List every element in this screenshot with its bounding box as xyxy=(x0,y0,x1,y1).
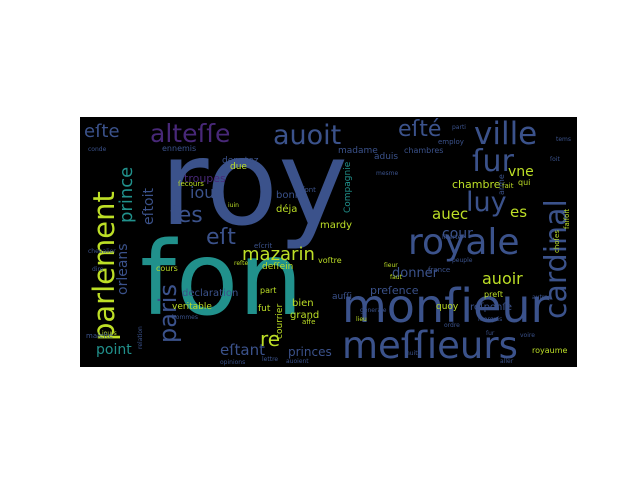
word: point xyxy=(96,342,132,358)
word: quoy xyxy=(436,302,459,312)
word: roy xyxy=(160,117,348,252)
word: iours xyxy=(102,330,117,337)
word: opinions xyxy=(220,359,246,366)
word: choſes xyxy=(553,230,561,253)
word: meſſieurs xyxy=(342,324,518,367)
word: voſtre xyxy=(318,256,342,265)
word: faiſoit xyxy=(563,208,571,229)
word: eſt xyxy=(206,225,236,250)
word: ville xyxy=(474,117,538,152)
word: part xyxy=(260,286,277,295)
word: prince xyxy=(116,166,137,223)
word: relation xyxy=(137,326,144,349)
word: mazarin xyxy=(242,244,315,265)
word: reſponſe xyxy=(470,302,513,313)
word: liberte xyxy=(442,234,462,241)
word: princes xyxy=(288,345,332,359)
word: auoit xyxy=(273,120,342,151)
word: ſont xyxy=(302,186,316,194)
word: lieu xyxy=(356,316,367,323)
word: preſt xyxy=(484,290,504,299)
word: mesme xyxy=(376,170,399,177)
word: eſcrit xyxy=(254,242,273,250)
word: eſte xyxy=(84,121,120,142)
word: france xyxy=(428,266,451,274)
word: re xyxy=(260,327,281,351)
word: tems xyxy=(556,136,572,143)
word: arme xyxy=(497,174,506,195)
word: alteſſe xyxy=(150,119,231,148)
word: declaration xyxy=(182,288,239,299)
word: employ xyxy=(438,138,464,146)
word: fut xyxy=(258,304,271,314)
word: nuit xyxy=(406,350,418,357)
word: faut xyxy=(390,274,402,281)
word: parti xyxy=(452,124,466,131)
word: déja xyxy=(276,204,298,215)
word: orleans xyxy=(115,243,131,295)
word: royaume xyxy=(532,346,568,355)
word: maieſté xyxy=(86,332,113,340)
word: cour xyxy=(442,226,473,242)
word: ſur xyxy=(486,330,495,337)
word: peuple xyxy=(452,257,473,264)
word: deſſein xyxy=(262,262,294,272)
word: cheualier xyxy=(88,248,116,255)
word: cours xyxy=(156,264,178,273)
word: fait xyxy=(502,182,514,190)
word: mardy xyxy=(320,220,353,231)
word: reſte xyxy=(234,260,249,267)
word: auoir xyxy=(482,269,523,288)
word: ſecours xyxy=(178,180,204,188)
word: hommes xyxy=(172,314,198,321)
word: iour xyxy=(190,183,221,202)
word: bien xyxy=(292,298,314,309)
word: courrier xyxy=(275,303,285,339)
word: dire xyxy=(92,266,104,273)
word: chambre xyxy=(452,178,501,191)
word: eſtant xyxy=(220,341,265,359)
word: chambres xyxy=(404,146,444,155)
word: marquis xyxy=(478,316,503,323)
word: preſence xyxy=(370,284,419,297)
word: autres xyxy=(532,294,551,301)
word: iuin xyxy=(228,202,239,209)
word: ordre xyxy=(444,322,460,329)
word: donner xyxy=(392,266,439,281)
word: affe xyxy=(302,318,316,326)
word: vne xyxy=(508,164,534,180)
word: es xyxy=(510,203,528,221)
word-cloud: roy fon monſieur meſſieurs royale ville … xyxy=(80,117,577,367)
word: ſes xyxy=(170,203,203,228)
word: fon xyxy=(140,220,303,339)
word: auec xyxy=(432,205,469,223)
word: conde xyxy=(88,146,107,153)
word: aller xyxy=(500,358,514,365)
word: eſtoit xyxy=(141,188,157,225)
word: monſieur xyxy=(342,279,550,333)
word: royale xyxy=(408,222,520,263)
word: troupes xyxy=(184,172,226,185)
word: ennemis xyxy=(162,144,197,153)
word: Compagnie xyxy=(343,161,353,213)
word: aduis xyxy=(374,152,399,162)
word: lettre xyxy=(262,356,279,363)
word: bonne xyxy=(276,190,308,201)
word: ſur xyxy=(472,144,514,179)
word: generale xyxy=(360,307,387,314)
word: deputez xyxy=(222,156,259,166)
word: voire xyxy=(520,332,535,339)
word: grand xyxy=(290,310,320,321)
word: due xyxy=(230,162,247,172)
word: ſoit xyxy=(550,156,560,163)
word: madame xyxy=(338,146,378,156)
word: qui xyxy=(518,178,531,187)
word: ſieur xyxy=(384,262,398,269)
word: auſſi xyxy=(332,292,353,302)
word: luy xyxy=(466,187,507,218)
word: veritable xyxy=(172,302,212,312)
word: auoient xyxy=(286,358,309,365)
word: eſté xyxy=(398,117,442,142)
